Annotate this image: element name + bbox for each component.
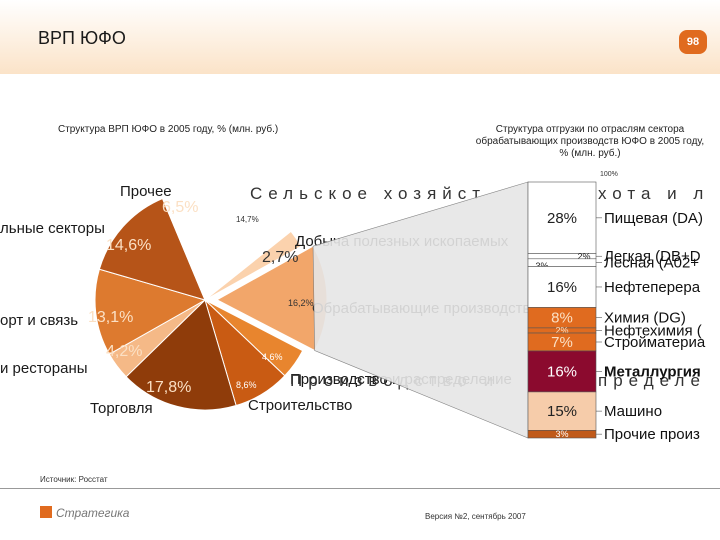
pie-slice: [204, 230, 302, 301]
pie-slice: [161, 189, 206, 301]
bar-category-label: Химия (DG): [604, 310, 686, 327]
bar-category-label: Прочие произ: [604, 426, 700, 443]
page-number-badge: 98: [679, 30, 707, 54]
bar-segment: [527, 391, 597, 431]
pie-slice: [98, 197, 206, 301]
bar-segment: [527, 350, 597, 393]
pie-value-label: 4,6%: [262, 352, 283, 362]
agriculture-annotation: Сельское хозяйст: [250, 184, 486, 203]
footer-divider: [0, 488, 720, 489]
bar-category-label: Металлургия: [604, 363, 701, 380]
bar-value-label: 8%: [551, 310, 573, 327]
pie-slice: [125, 299, 237, 411]
bar-value-label: 16%: [547, 279, 577, 296]
pie-category-label: льные секторы: [0, 220, 105, 237]
pie-slice: [204, 189, 292, 302]
pie-subtitle: Структура ВРП ЮФО в 2005 году, % (млн. р…: [58, 124, 279, 135]
production-annotation-right: пределе: [598, 371, 706, 390]
source-note: Источник: Росстат: [40, 475, 108, 484]
bar-subtitle: Структура отгрузки по отраслям сектора о…: [475, 124, 705, 159]
bar-value-label: 2%: [577, 252, 590, 262]
pie-value-label: 2,7%: [262, 249, 298, 266]
pie-value-label: 8,6%: [236, 380, 257, 390]
pie-category-label: Прочее: [120, 183, 172, 200]
bar-value-label: 16%: [547, 363, 577, 380]
bar-category-label: Легкая (DB+D: [604, 248, 701, 265]
bar-value-label: 7%: [551, 334, 573, 351]
pie-value-label: 6,5%: [162, 199, 198, 216]
bar-value-label: 3%: [535, 261, 548, 271]
logo-image: Стратегика: [40, 506, 130, 520]
pie-value-label: 14,6%: [106, 237, 151, 254]
pie-value-label: 13,1%: [88, 309, 133, 326]
pie-category-label: и рестораны: [0, 360, 88, 377]
bar-category-label: Нефтехимия (: [604, 322, 702, 339]
bar-value-label: 2%: [555, 325, 568, 335]
bar-category-label: Стройматериа: [604, 334, 706, 351]
chart-canvas: 14,7% 2,7% 16,2% 4,6% 8,6% 17,8% 4,2% 13,1% 14,6…: [0, 171, 709, 443]
pie-category-label: орт и связь: [0, 312, 78, 329]
bar-category-label: Нефтеперера: [604, 279, 701, 296]
pie-value-label: 17,8%: [146, 379, 191, 396]
pie-value-label: 14,7%: [236, 215, 259, 224]
version-note: Версия №2, сентябрь 2007: [425, 512, 526, 521]
bar-segment: [527, 266, 597, 308]
bar-category-label: Машино: [604, 403, 662, 420]
bar-value-label: 28%: [547, 210, 577, 227]
slide-header: [0, 0, 720, 74]
slide-title: ВРП ЮФО: [38, 28, 126, 48]
pie-slice: [94, 268, 207, 355]
bar-total-label: 100%: [600, 171, 618, 178]
bar-category-label: Пищевая (DA): [604, 210, 703, 227]
bar-value-label: 3%: [555, 429, 568, 439]
bar-value-label: 15%: [547, 403, 577, 420]
pie-category-label: Торговля: [90, 400, 153, 417]
bar-category-label: Лесная (A02+: [604, 255, 699, 272]
svg-text:Стратегика: Стратегика: [56, 506, 130, 520]
pie-value-label: 4,2%: [106, 343, 142, 360]
pie-category-label: Строительство: [248, 397, 352, 414]
pie-value-label: 16,2%: [288, 298, 314, 308]
agriculture-annotation-right: хота и л: [598, 184, 709, 203]
